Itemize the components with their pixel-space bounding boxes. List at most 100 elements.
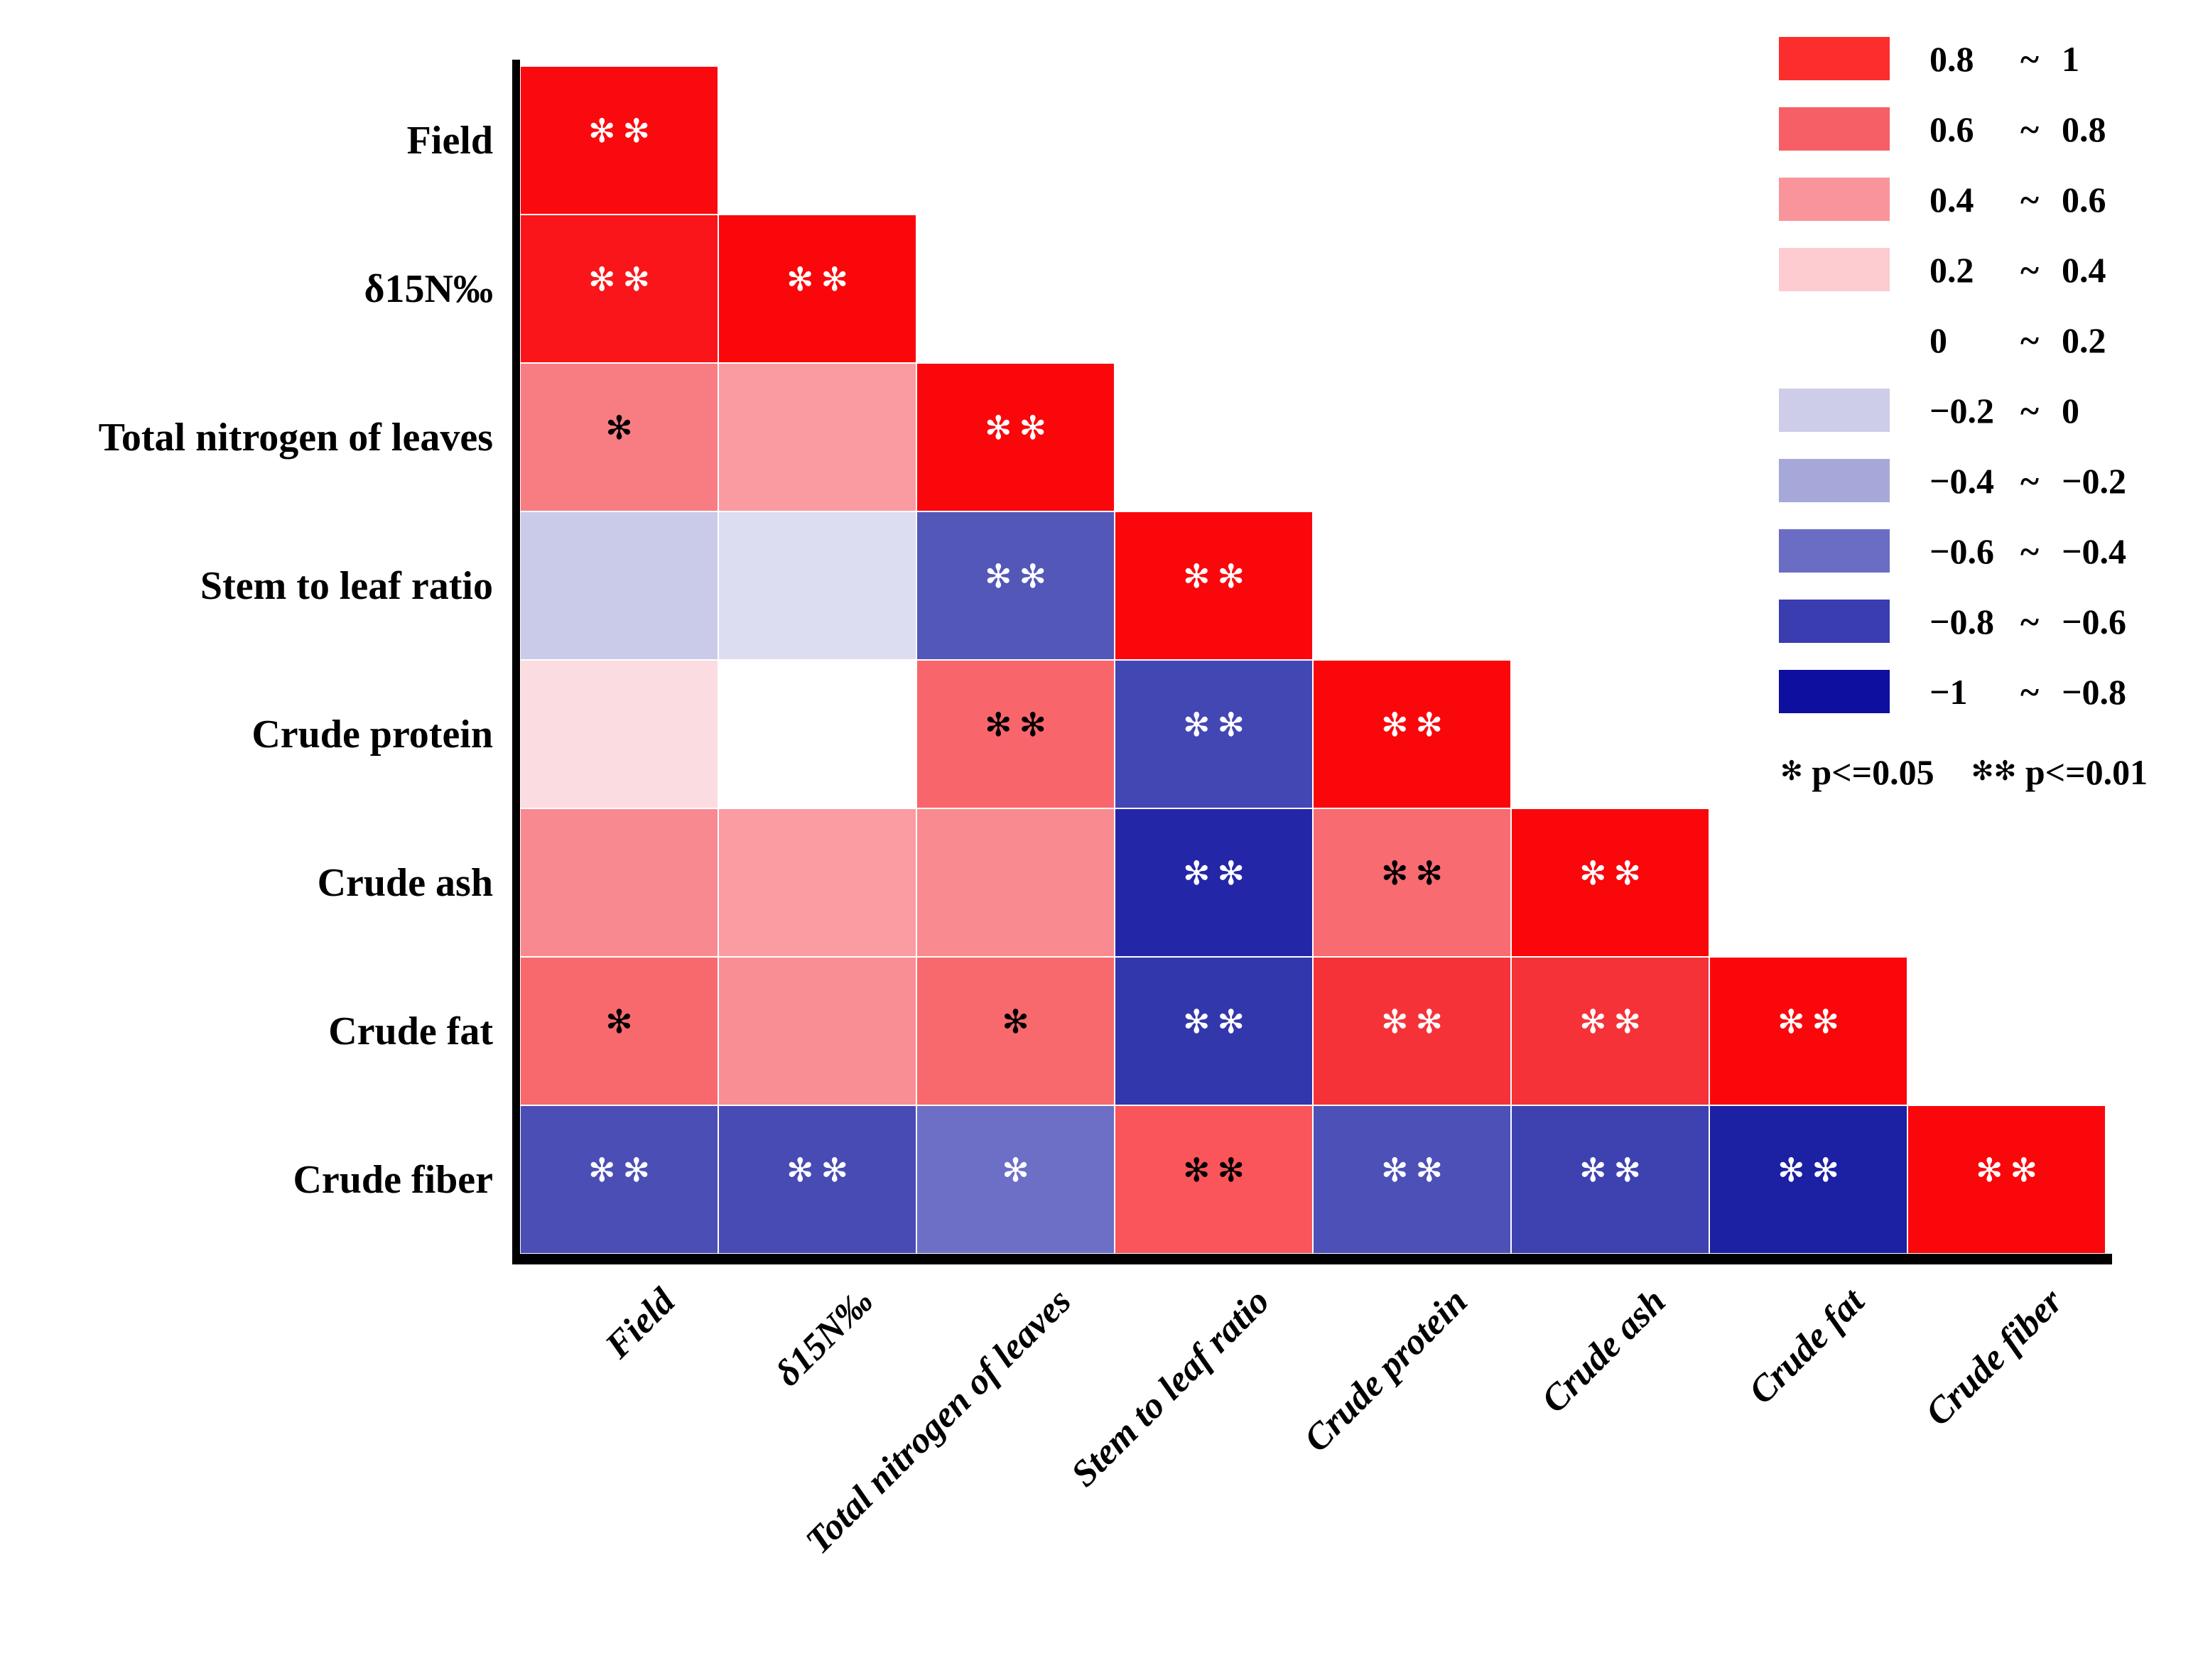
legend-range-tilde: ~ <box>2020 249 2040 290</box>
significance-stars: ✻✻ <box>1182 853 1252 892</box>
significance-stars: ✻✻ <box>1380 1002 1451 1041</box>
matrix-cell: ✻✻ <box>1115 958 1312 1105</box>
significance-stars: ✻✻ <box>786 259 856 298</box>
matrix-cell: ✻✻ <box>1710 958 1907 1105</box>
significance-note: ✻ p<=0.05 ✻✻ p<=0.01 <box>1780 752 2148 793</box>
row-label: Total nitrogen of leaves <box>98 415 493 460</box>
significance-stars: ✻ <box>605 1002 640 1041</box>
single-asterisk-icon: ✻ <box>1780 755 1803 786</box>
legend-range-low: −0.2 <box>1929 390 1994 430</box>
matrix-cell: ✻✻ <box>1115 512 1312 659</box>
significance-stars: ✻✻ <box>984 556 1054 595</box>
legend-label: 0.4 ~0.6 <box>1929 178 2106 221</box>
matrix-cell: ✻✻ <box>1314 958 1510 1105</box>
matrix-cell: ✻ <box>917 1106 1114 1253</box>
matrix-cell: ✻✻ <box>1314 1106 1510 1253</box>
column-label: Stem to leaf ratio <box>1063 1281 1278 1495</box>
matrix-cell: ✻✻ <box>1115 809 1312 956</box>
legend-swatch <box>1779 529 1890 573</box>
significance-stars: ✻ <box>1002 1002 1036 1041</box>
legend-range-low: −0.4 <box>1929 460 1994 501</box>
significance-stars: ✻✻ <box>786 1150 856 1189</box>
matrix-cell <box>917 809 1114 956</box>
legend-range-tilde: ~ <box>2020 671 2040 712</box>
legend-range-tilde: ~ <box>2020 38 2040 79</box>
x-axis-line <box>512 1254 2112 1264</box>
legend-range-high: −0.4 <box>2062 531 2126 571</box>
row-label: Crude fiber <box>293 1157 493 1202</box>
significance-stars: ✻ <box>1002 1150 1036 1189</box>
matrix-cell: ✻✻ <box>1115 1106 1312 1253</box>
significance-stars: ✻✻ <box>1579 1002 1649 1041</box>
matrix-cell: ✻✻ <box>917 364 1114 511</box>
matrix-cell <box>719 958 916 1105</box>
legend-swatch <box>1779 389 1890 432</box>
legend-label: 0.6 ~0.8 <box>1929 107 2106 151</box>
legend-range-tilde: ~ <box>2020 601 2040 641</box>
matrix-cell: ✻✻ <box>1710 1106 1907 1253</box>
row-label: Stem to leaf ratio <box>200 563 493 608</box>
matrix-cell <box>521 661 718 808</box>
y-axis-line <box>512 60 520 1264</box>
legend-range-low: 0.2 <box>1929 249 1974 290</box>
legend-swatch <box>1779 670 1890 713</box>
significance-stars: ✻✻ <box>1182 1150 1252 1189</box>
double-asterisk-icon: ✻✻ <box>1971 755 2017 786</box>
significance-stars: ✻✻ <box>984 408 1054 447</box>
legend-range-tilde: ~ <box>2020 531 2040 571</box>
significance-stars: ✻✻ <box>1182 556 1252 595</box>
significance-note-p01: p<=0.01 <box>2025 752 2148 792</box>
matrix-cell: ✻✻ <box>1512 958 1709 1105</box>
legend-label: −0.8 ~ −0.6 <box>1929 600 2126 643</box>
legend-range-high: 0.6 <box>2062 179 2106 220</box>
matrix-cell: ✻✻ <box>917 512 1114 659</box>
significance-stars: ✻✻ <box>1579 1150 1649 1189</box>
matrix-cell: ✻✻ <box>719 215 916 362</box>
legend-swatch <box>1779 459 1890 502</box>
significance-stars: ✻✻ <box>1380 1150 1451 1189</box>
matrix-cell: ✻✻ <box>719 1106 916 1253</box>
significance-stars: ✻ <box>605 408 640 447</box>
legend-range-low: 0.4 <box>1929 179 1974 220</box>
legend-range-high: −0.6 <box>2062 601 2126 641</box>
legend-range-low: −0.6 <box>1929 531 1994 571</box>
legend-label: −0.4 ~ −0.2 <box>1929 459 2126 502</box>
row-label: Field <box>406 118 493 163</box>
significance-stars: ✻✻ <box>1380 853 1451 892</box>
legend-range-low: 0 <box>1929 320 1947 360</box>
significance-stars: ✻✻ <box>588 1150 658 1189</box>
significance-stars: ✻✻ <box>984 705 1054 744</box>
matrix-cell: ✻ <box>521 958 718 1105</box>
significance-note-p05: p<=0.05 <box>1812 752 1934 792</box>
legend-label: 0.8 ~1 <box>1929 37 2079 80</box>
significance-stars: ✻✻ <box>1777 1002 1847 1041</box>
legend-range-high: 1 <box>2062 38 2079 79</box>
legend-range-high: 0.2 <box>2062 320 2106 360</box>
legend-range-tilde: ~ <box>2020 179 2040 220</box>
legend-label: 0 ~0.2 <box>1929 318 2106 362</box>
significance-stars: ✻✻ <box>1380 705 1451 744</box>
legend-range-high: 0 <box>2062 390 2079 430</box>
legend-swatch <box>1779 178 1890 221</box>
legend-range-tilde: ~ <box>2020 460 2040 501</box>
row-label: Crude ash <box>317 860 493 905</box>
column-label: Crude fiber <box>1917 1281 2071 1434</box>
legend-range-low: −0.8 <box>1929 601 1994 641</box>
significance-stars: ✻✻ <box>1975 1150 2045 1189</box>
row-label: δ15N‰ <box>364 266 493 311</box>
legend-range-low: 0.8 <box>1929 38 1974 79</box>
legend-range-low: 0.6 <box>1929 109 1974 149</box>
matrix-cell <box>521 512 718 659</box>
legend-swatch <box>1779 600 1890 643</box>
column-label: Crude ash <box>1534 1281 1674 1421</box>
legend-label: 0.2 ~0.4 <box>1929 248 2106 291</box>
legend-label: −1 ~ −0.8 <box>1929 670 2126 713</box>
matrix-cell <box>719 809 916 956</box>
legend-swatch <box>1779 37 1890 80</box>
column-label: δ15N‰ <box>767 1281 882 1394</box>
matrix-cell: ✻✻ <box>1115 661 1312 808</box>
matrix-cell: ✻✻ <box>521 1106 718 1253</box>
legend-label: −0.6 ~ −0.4 <box>1929 529 2126 573</box>
legend-range-high: 0.4 <box>2062 249 2106 290</box>
